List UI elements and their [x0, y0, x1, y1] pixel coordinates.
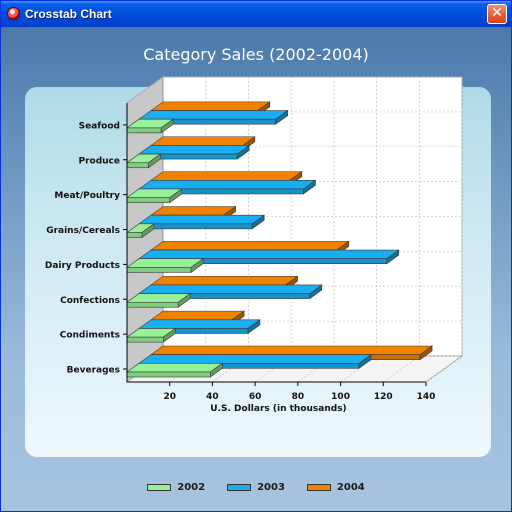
bar-2003-beverages-end — [358, 354, 372, 369]
bar-2004-produce-top — [150, 136, 256, 146]
close-button[interactable]: ✕ — [487, 4, 507, 24]
app-icon — [7, 7, 20, 20]
gridline-floor — [340, 355, 377, 383]
legend: 2002 2003 2004 — [1, 479, 511, 495]
bar-2003-dairy-products-top — [138, 249, 400, 260]
category-label: Seafood — [79, 121, 120, 131]
bar-2004-beverages-end — [419, 345, 433, 361]
bar-2002-grains-cereals — [126, 232, 143, 238]
bar-2003-condiments-top — [138, 319, 261, 329]
bar-2003-meat-poultry-end — [303, 179, 316, 195]
x-tick-label: 80 — [292, 392, 305, 402]
bar-2003-grains-cereals-top — [138, 214, 266, 225]
bar-2002-confections — [126, 301, 179, 308]
bar-2004-seafood-top — [150, 101, 271, 111]
bar-2004-meat-poultry-top — [150, 171, 303, 181]
bar-2002-condiments-end — [163, 327, 176, 343]
chart-title: Category Sales (2002-2004) — [143, 45, 369, 64]
bar-2002-confections-end — [177, 292, 191, 308]
bar-2004-beverages-top — [150, 345, 434, 355]
bar-2002-seafood-end — [160, 118, 174, 134]
bar-2002-beverages-top — [126, 363, 224, 373]
bar-chart: Beverages Condiments Confections Dairy Prod… — [45, 76, 464, 414]
window-title: Crosstab Chart — [25, 7, 112, 21]
bar-2002-produce-end — [148, 153, 161, 169]
bar-2002-grains-cereals-end — [141, 223, 155, 239]
bar-2003-dairy-products-end — [386, 249, 400, 265]
legend-swatch-2004 — [306, 483, 331, 491]
bar-2003-produce-end — [236, 144, 250, 160]
gridline-floor — [383, 355, 420, 383]
legend-item-2004: 2004 — [306, 479, 365, 495]
gridline-floor — [425, 355, 463, 383]
x-tick-label: 60 — [249, 392, 262, 402]
category-label: Produce — [78, 156, 120, 166]
category-label: Condiments — [60, 331, 120, 341]
gridline-wall — [126, 76, 164, 104]
x-tick-label: 20 — [163, 392, 176, 402]
bar-2003-beverages-top — [138, 354, 372, 364]
bar-2003-confections-top — [138, 284, 323, 294]
bar-2002-meat-poultry-end — [169, 188, 183, 204]
bar-2002-beverages — [126, 371, 211, 378]
category-label: Beverages — [67, 366, 120, 376]
legend-label-2004: 2004 — [336, 481, 365, 493]
bar-2003-grains-cereals — [138, 223, 253, 230]
bar-2003-grains-cereals-end — [251, 214, 265, 230]
bar-2003-confections-end — [309, 284, 323, 300]
category-label: Confections — [60, 296, 120, 306]
bar-2002-produce — [126, 162, 149, 169]
bar-2004-grains-cereals-top — [150, 206, 237, 216]
category-label: Dairy Products — [45, 261, 120, 271]
x-tick-label: 40 — [206, 392, 219, 402]
category-label: Meat/Poultry — [54, 191, 120, 201]
bar-2002-dairy-products-top — [126, 258, 204, 268]
category-label: Grains/Cereals — [46, 226, 120, 236]
bar-2002-beverages-end — [209, 362, 223, 378]
title-bar[interactable]: Crosstab Chart ✕ — [1, 1, 511, 27]
legend-swatch-2003 — [227, 483, 252, 491]
bar-2002-condiments — [126, 336, 164, 343]
bar-2003-meat-poultry-top — [138, 179, 317, 190]
legend-label-2003: 2003 — [257, 481, 285, 493]
bar-2002-dairy-products — [126, 267, 192, 273]
bar-2004-condiments-top — [150, 310, 246, 321]
bar-2003-seafood-top — [138, 110, 289, 120]
x-tick-label: 140 — [417, 392, 436, 402]
bar-2003-produce-top — [138, 145, 251, 155]
bar-2002-seafood — [126, 127, 162, 134]
legend-swatch-2002 — [147, 483, 172, 491]
bar-2003-seafood-end — [275, 109, 288, 125]
legend-label-2002: 2002 — [177, 481, 206, 493]
x-tick-label: 100 — [331, 392, 350, 402]
x-tick-label: 120 — [374, 392, 393, 402]
legend-item-2003: 2003 — [227, 479, 285, 495]
legend-item-2002: 2002 — [147, 479, 205, 495]
x-axis-title: U.S. Dollars (in thousands) — [210, 404, 346, 414]
bar-2002-meat-poultry — [126, 197, 171, 203]
bar-2004-dairy-products-top — [150, 241, 350, 251]
bar-2004-confections-top — [150, 275, 299, 286]
bar-2003-condiments-end — [247, 319, 261, 335]
bar-2002-dairy-products-end — [190, 258, 204, 273]
